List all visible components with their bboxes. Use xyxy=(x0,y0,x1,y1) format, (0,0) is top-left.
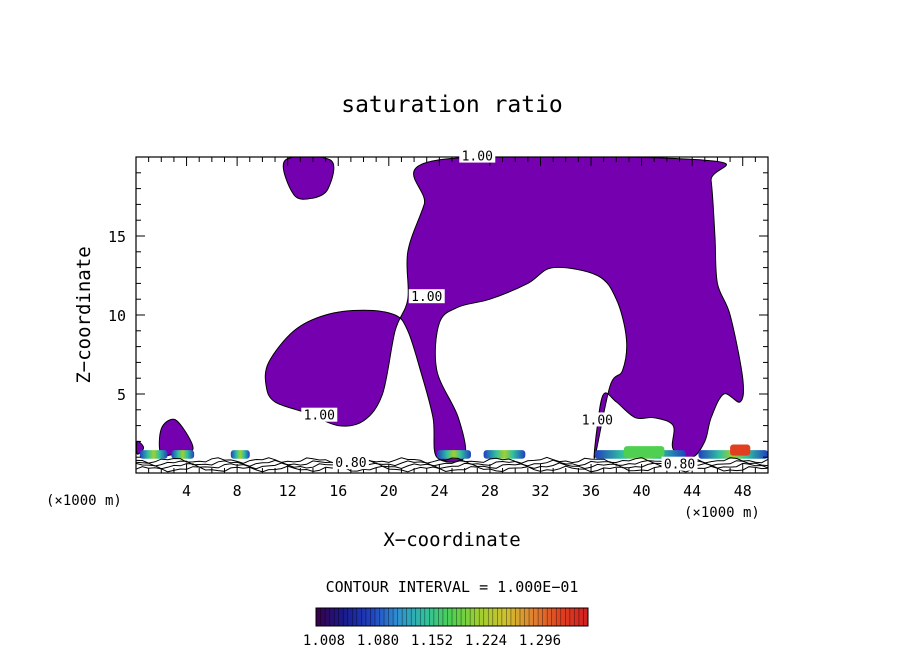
hotspot-core-a xyxy=(623,446,665,458)
x-tick-label: 20 xyxy=(380,482,398,500)
hotspot-2 xyxy=(230,450,250,459)
x-tick-label: 8 xyxy=(233,482,242,500)
contour-label-1: 1.00 xyxy=(411,290,442,305)
contour-label-4: 0.80 xyxy=(335,456,366,471)
x-tick-label: 32 xyxy=(531,482,549,500)
y-tick-label: 10 xyxy=(108,307,126,325)
contour-label-bg xyxy=(661,456,698,471)
chart-title: saturation ratio xyxy=(341,92,563,118)
surface-hotspots xyxy=(139,444,768,459)
y-tick-label: 5 xyxy=(117,386,126,404)
supersaturation-fill xyxy=(136,157,744,463)
supersaturation-region xyxy=(264,157,744,463)
contour-label-bg xyxy=(459,148,496,163)
hotspot-0 xyxy=(139,450,168,459)
x-tick-label: 48 xyxy=(734,482,752,500)
contour-label-bg xyxy=(408,289,445,304)
hotspot-1 xyxy=(171,450,195,459)
y-tick-label: 15 xyxy=(108,228,126,246)
x-tick-label: 28 xyxy=(481,482,499,500)
x-tick-label: 12 xyxy=(279,482,297,500)
x-tick-label: 24 xyxy=(430,482,448,500)
contour-label-5: 0.80 xyxy=(664,458,695,473)
plot-area xyxy=(136,157,768,473)
contour-label-bg xyxy=(579,412,616,427)
colorbar-tick-label: 1.152 xyxy=(411,633,453,649)
contour-label-bg xyxy=(332,455,369,470)
contour-label-0: 1.00 xyxy=(462,150,493,165)
colorbar: 1.008 1.080 1.152 1.224 1.296 xyxy=(303,607,589,649)
supersaturation-blob-0 xyxy=(282,157,335,200)
x-unit-right: (×1000 m) xyxy=(684,505,760,521)
hotspot-4 xyxy=(483,450,526,459)
colorbar-tick-label: 1.080 xyxy=(357,633,399,649)
x-tick-label: 4 xyxy=(182,482,191,500)
x-tick-label: 40 xyxy=(633,482,651,500)
contour-labels: 1.00 1.00 1.00 1.00 0.80 0.80 xyxy=(301,148,698,473)
contour-interval-text: CONTOUR INTERVAL = 1.000E−01 xyxy=(326,578,579,596)
x-tick-label: 36 xyxy=(582,482,600,500)
colorbar-tick-label: 1.296 xyxy=(519,633,561,649)
x-tick-label: 16 xyxy=(329,482,347,500)
hotspot-3 xyxy=(436,450,471,459)
colorbar-tick-label: 1.224 xyxy=(465,633,507,649)
x-axis-label: X−coordinate xyxy=(383,529,520,551)
contour-label-2: 1.00 xyxy=(304,409,335,424)
colorbar-bin-lines xyxy=(320,608,584,626)
x-tick-label: 44 xyxy=(683,482,701,500)
x-unit-left: (×1000 m) xyxy=(46,493,122,509)
y-axis-label: Z−coordinate xyxy=(73,246,95,383)
hotspot-core-b xyxy=(730,444,751,456)
colorbar-tick-label: 1.008 xyxy=(303,633,345,649)
colorbar-ticks: 1.008 1.080 1.152 1.224 1.296 xyxy=(303,633,561,649)
contour-label-3: 1.00 xyxy=(582,413,613,428)
contour-label-bg xyxy=(301,407,338,422)
